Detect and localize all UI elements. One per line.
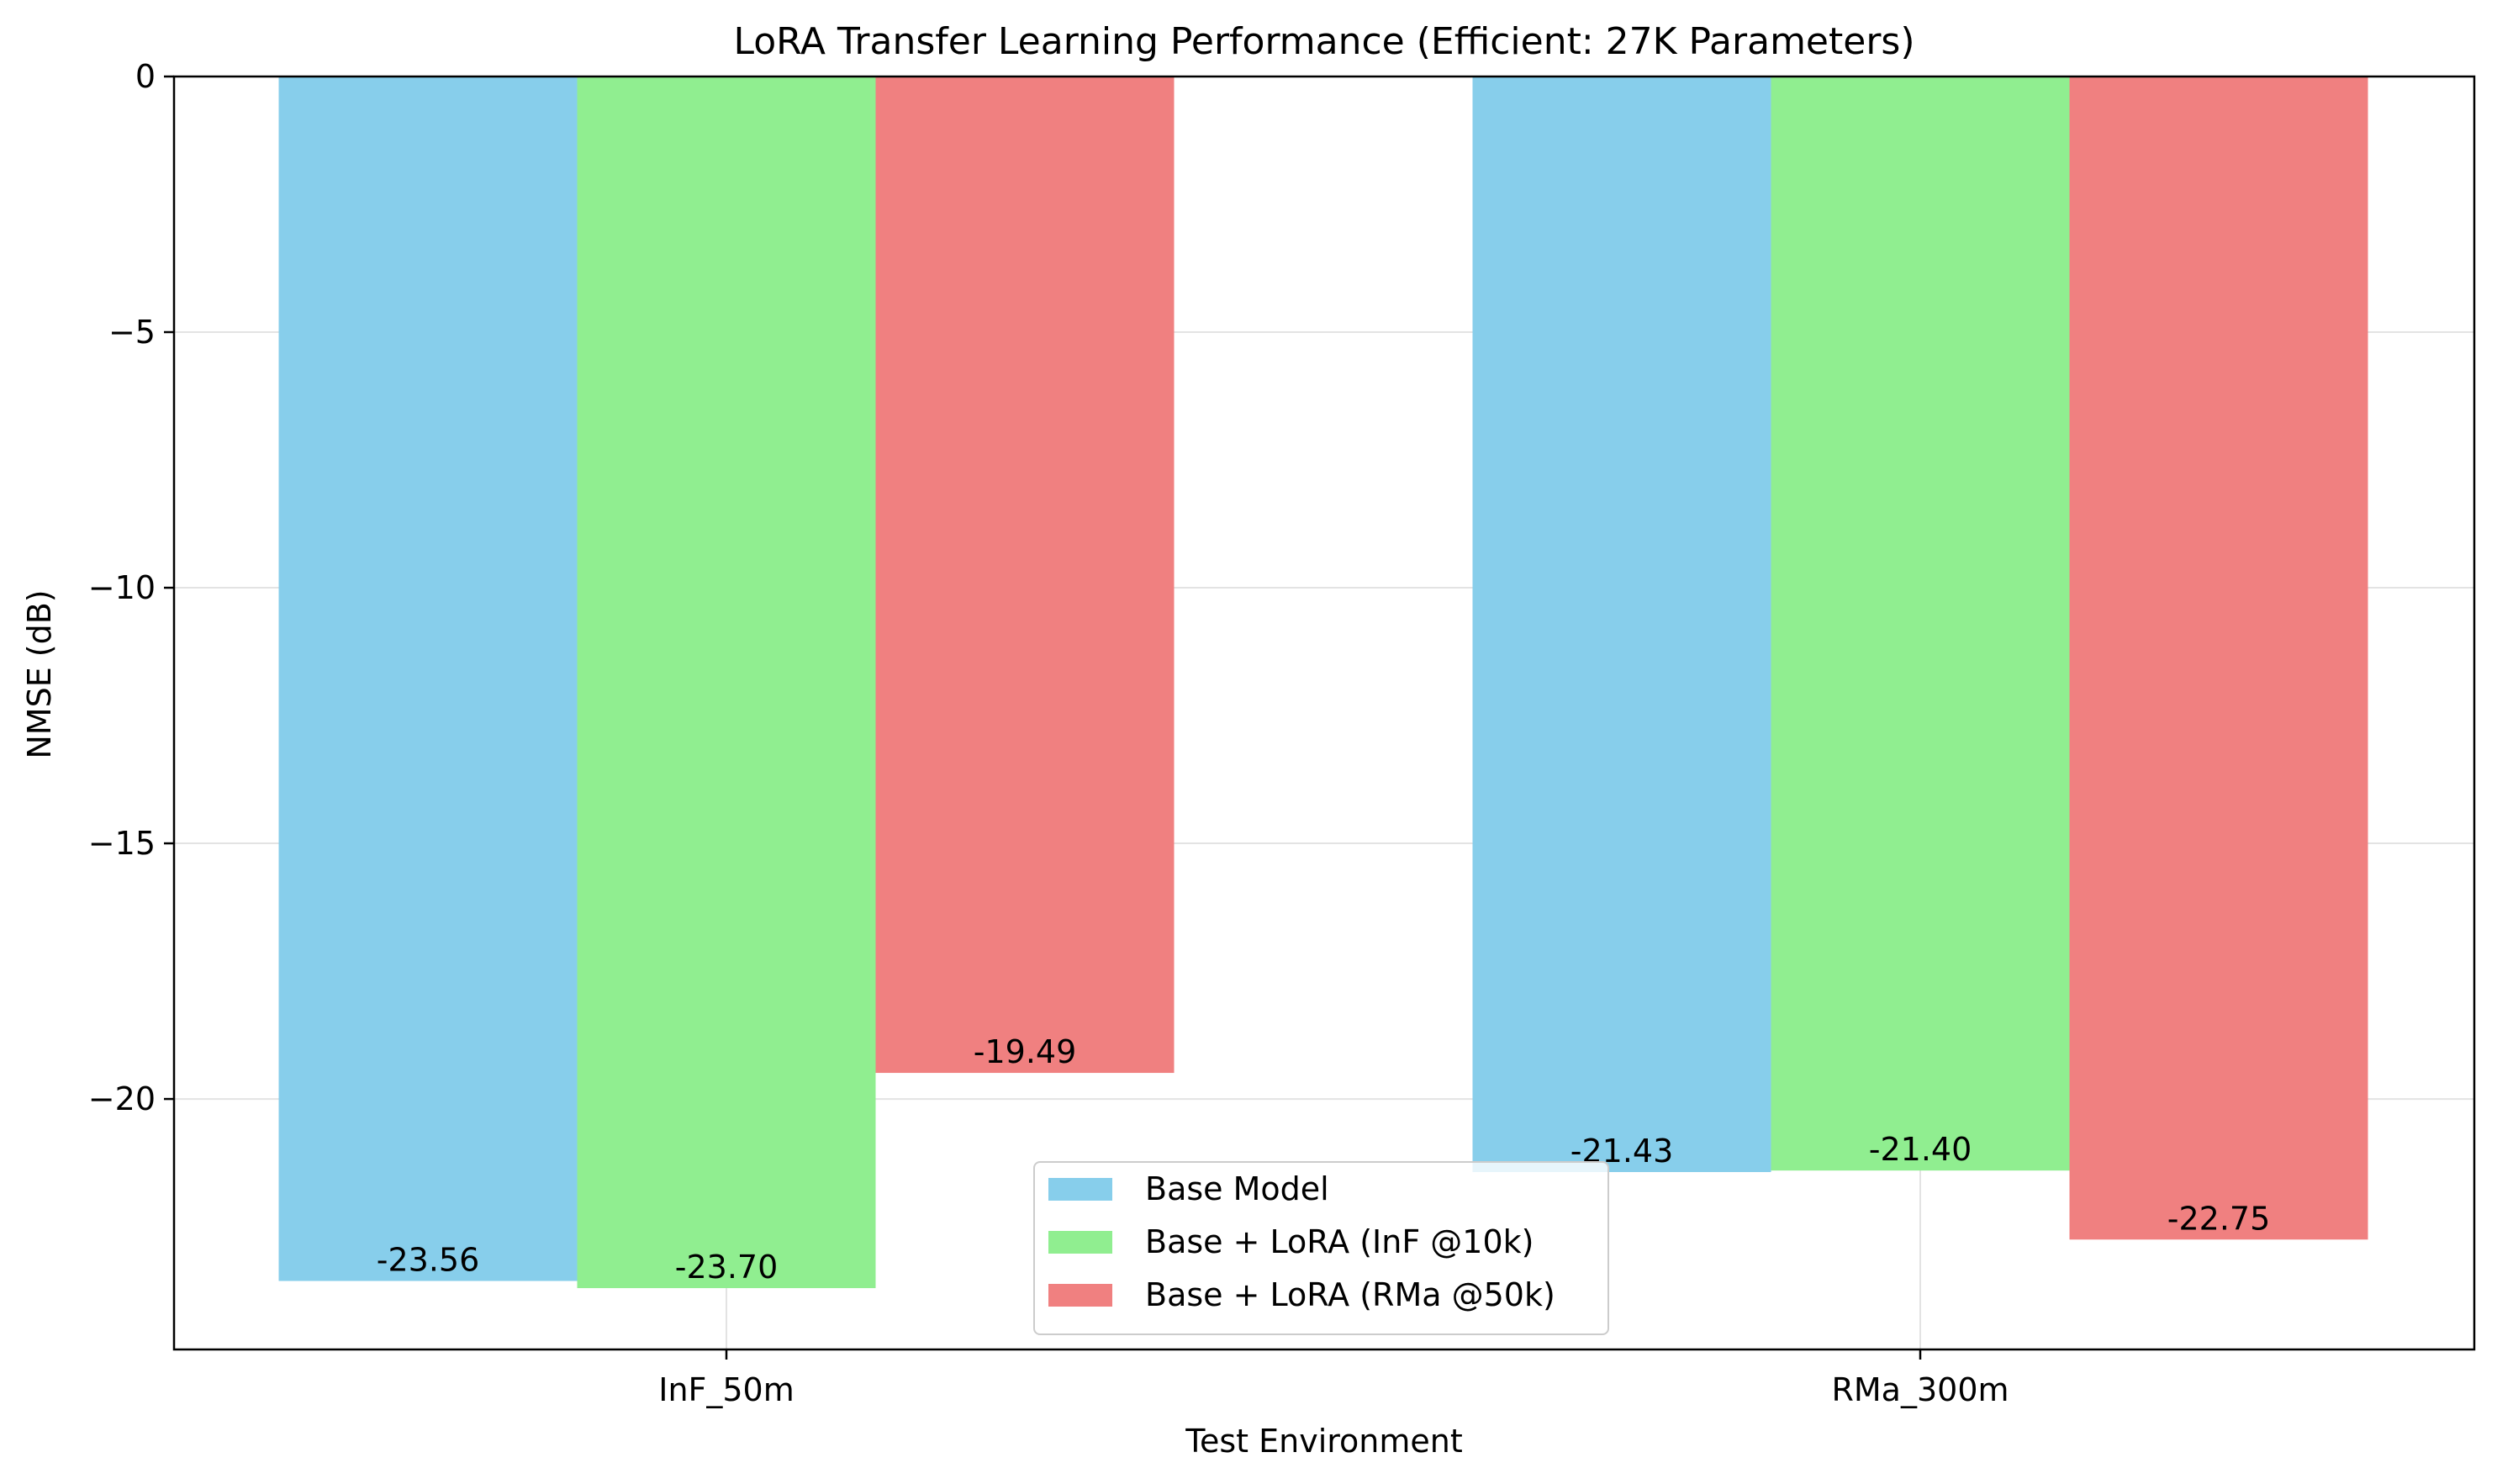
- bar: [2069, 77, 2368, 1240]
- data-label: -19.49: [974, 1033, 1077, 1070]
- y-tick-label: −10: [88, 569, 156, 606]
- data-label: -23.56: [377, 1242, 480, 1279]
- legend-label: Base Model: [1145, 1170, 1329, 1207]
- bar: [1472, 77, 1771, 1173]
- y-tick-label: −15: [88, 825, 156, 862]
- bar: [1771, 77, 2070, 1171]
- legend-label: Base + LoRA (RMa @50k): [1145, 1276, 1555, 1313]
- bar: [875, 77, 1175, 1074]
- data-label: -21.40: [1869, 1131, 1972, 1168]
- chart-title: LoRA Transfer Learning Performance (Effi…: [733, 20, 1914, 63]
- legend-swatch: [1048, 1231, 1112, 1254]
- x-axis-label: Test Environment: [1185, 1423, 1463, 1460]
- x-tick-label: RMa_300m: [1831, 1371, 2009, 1408]
- y-tick-label: −5: [108, 314, 156, 351]
- legend-box: [1033, 1161, 1609, 1335]
- legend-label: Base + LoRA (InF @10k): [1145, 1223, 1534, 1260]
- plot-area: -23.56-21.43-23.70-21.40-19.49-22.750−5−…: [88, 58, 2476, 1408]
- y-tick-label: −20: [88, 1080, 156, 1117]
- bar: [278, 77, 578, 1281]
- x-tick-label: InF_50m: [658, 1371, 794, 1408]
- y-tick-label: 0: [135, 58, 156, 95]
- bar: [577, 77, 876, 1289]
- data-label: -23.70: [675, 1249, 779, 1286]
- axes-frame: [172, 75, 2476, 1351]
- data-label: -22.75: [2167, 1200, 2271, 1237]
- y-axis-label: NMSE (dB): [21, 589, 58, 758]
- legend-swatch: [1048, 1178, 1112, 1201]
- legend-swatch: [1048, 1284, 1112, 1307]
